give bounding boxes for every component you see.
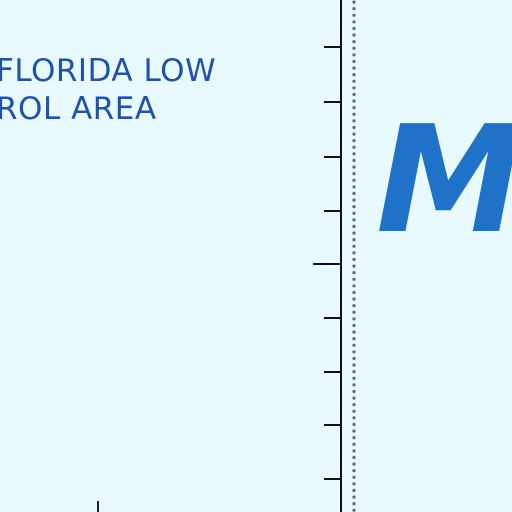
area-label-line2: ROL AREA: [0, 91, 157, 127]
area-label-line1: FLORIDA LOW: [0, 53, 217, 89]
scale-ticks: [313, 46, 341, 480]
large-map-letter: M: [376, 94, 512, 266]
